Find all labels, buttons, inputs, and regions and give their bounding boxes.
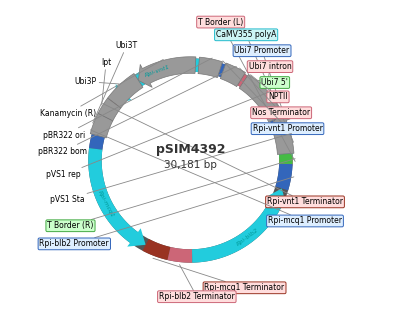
Polygon shape: [245, 80, 260, 96]
Polygon shape: [226, 67, 244, 85]
Text: Kanamycin (R): Kanamycin (R): [40, 59, 163, 118]
Text: T Border (R): T Border (R): [47, 159, 295, 230]
Text: Ubi3P: Ubi3P: [74, 77, 119, 86]
Polygon shape: [168, 247, 192, 263]
Polygon shape: [108, 74, 143, 108]
Polygon shape: [279, 153, 293, 164]
Text: Rpi-vnt1 Promoter: Rpi-vnt1 Promoter: [223, 61, 322, 133]
Text: pVS1 Sta: pVS1 Sta: [50, 134, 292, 204]
Polygon shape: [239, 74, 284, 122]
Text: Rpi-blb2: Rpi-blb2: [236, 227, 260, 247]
Polygon shape: [251, 86, 269, 103]
Text: Ubi7 intron: Ubi7 intron: [249, 62, 291, 89]
Polygon shape: [238, 74, 253, 91]
Polygon shape: [138, 57, 196, 87]
Polygon shape: [115, 58, 212, 102]
Polygon shape: [279, 157, 293, 166]
Text: Ipt: Ipt: [101, 58, 111, 105]
Polygon shape: [275, 131, 292, 157]
Polygon shape: [275, 164, 292, 190]
Text: Rpi-mcq1: Rpi-mcq1: [97, 190, 115, 219]
Polygon shape: [142, 239, 170, 260]
Polygon shape: [192, 188, 287, 263]
Polygon shape: [88, 58, 293, 263]
Polygon shape: [88, 148, 146, 247]
Polygon shape: [89, 114, 111, 150]
Polygon shape: [209, 61, 232, 79]
Text: Nos Terminator: Nos Terminator: [240, 68, 310, 117]
Text: pBR322 ori: pBR322 ori: [43, 58, 212, 140]
Polygon shape: [266, 119, 294, 154]
Polygon shape: [98, 98, 121, 121]
Polygon shape: [198, 57, 222, 78]
Polygon shape: [90, 113, 113, 138]
Text: pVS1 rep: pVS1 rep: [46, 92, 270, 179]
Text: Rpi-vnt1 Terminator: Rpi-vnt1 Terminator: [103, 103, 343, 206]
Polygon shape: [258, 95, 288, 134]
Text: Rpi-mcq1 Promoter: Rpi-mcq1 Promoter: [90, 130, 342, 225]
Polygon shape: [100, 98, 120, 120]
Text: T Border (L): T Border (L): [198, 18, 295, 161]
Text: Rpi-mcq1 Terminator: Rpi-mcq1 Terminator: [153, 258, 285, 292]
Text: Ubi7 Promoter: Ubi7 Promoter: [234, 46, 290, 111]
Text: Rpi-blb2 Terminator: Rpi-blb2 Terminator: [159, 265, 235, 301]
Text: Ubi7 5': Ubi7 5': [258, 78, 288, 87]
Text: Rpi-blb2 Promoter: Rpi-blb2 Promoter: [40, 177, 294, 248]
Text: NPTII: NPTII: [250, 75, 288, 101]
Text: pSIM4392: pSIM4392: [156, 143, 225, 156]
Text: Ubi3T: Ubi3T: [93, 41, 138, 123]
Text: pBR322 bom: pBR322 bom: [38, 66, 236, 156]
Text: Rpi-vnt1: Rpi-vnt1: [144, 64, 171, 78]
Text: 30,181 bp: 30,181 bp: [164, 160, 217, 170]
Text: CaMV355 polyA: CaMV355 polyA: [216, 30, 294, 142]
Polygon shape: [220, 63, 246, 87]
